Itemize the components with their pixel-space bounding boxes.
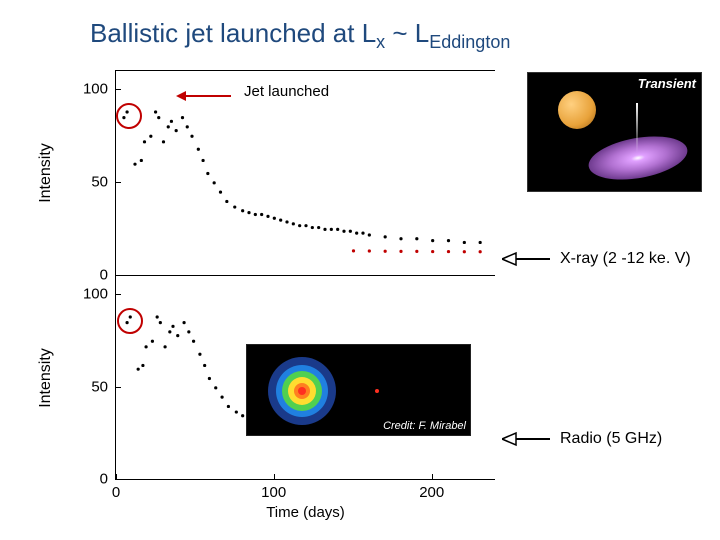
xtick-mark <box>274 474 275 479</box>
title-tilde: ~ L <box>385 18 429 48</box>
ytick-0: 0 <box>76 267 108 284</box>
radio-credit: Credit: F. Mirabel <box>383 420 466 432</box>
title-sub2: Eddington <box>429 32 510 52</box>
transient-image: Transient <box>527 72 702 192</box>
xray-label: X-ray (2 -12 ke. V) <box>560 250 691 268</box>
ytick-50b: 50 <box>76 378 108 395</box>
xtick-mark <box>116 474 117 479</box>
jet-launch-marker-top <box>116 103 142 129</box>
arrow-line <box>186 95 231 97</box>
arrow-icon <box>502 251 552 267</box>
xtick-200: 200 <box>419 484 444 501</box>
xray-arrow: X-ray (2 -12 ke. V) <box>502 250 691 268</box>
radio-blob-image: Credit: F. Mirabel <box>246 344 471 436</box>
xtick-mark <box>432 474 433 479</box>
page-title: Ballistic jet launched at Lx ~ LEddingto… <box>90 18 510 53</box>
top-ylabel: Intensity <box>37 143 55 203</box>
jet-line <box>636 103 638 153</box>
top-scatter <box>116 71 495 275</box>
jet-label: Jet launched <box>244 83 329 100</box>
ytick-50: 50 <box>76 174 108 191</box>
companion-star <box>558 91 596 129</box>
jet-launch-marker-bottom <box>117 308 143 334</box>
title-sub1: x <box>376 32 385 52</box>
xtick-0: 0 <box>112 484 120 501</box>
xtick-100: 100 <box>261 484 286 501</box>
radio-label: Radio (5 GHz) <box>560 430 662 448</box>
xlabel: Time (days) <box>266 504 345 521</box>
radio-arrow: Radio (5 GHz) <box>502 430 662 448</box>
arrow-head <box>176 91 186 101</box>
ytick-100b: 100 <box>76 286 108 303</box>
bottom-ylabel: Intensity <box>37 348 55 408</box>
jet-arrow <box>176 91 231 101</box>
transient-label: Transient <box>638 76 696 91</box>
plot-area: Intensity 100 50 0 Jet launched Intensit… <box>115 70 495 480</box>
ytick-100: 100 <box>76 81 108 98</box>
bottom-panel: Intensity 100 50 0 Credit: F. Mirabel 0 … <box>116 275 495 479</box>
arrow-icon <box>502 431 552 447</box>
top-panel: Intensity 100 50 0 Jet launched <box>116 71 495 275</box>
ytick-0b: 0 <box>76 471 108 488</box>
title-prefix: Ballistic jet launched at L <box>90 18 376 48</box>
accretion-disk <box>585 130 690 187</box>
